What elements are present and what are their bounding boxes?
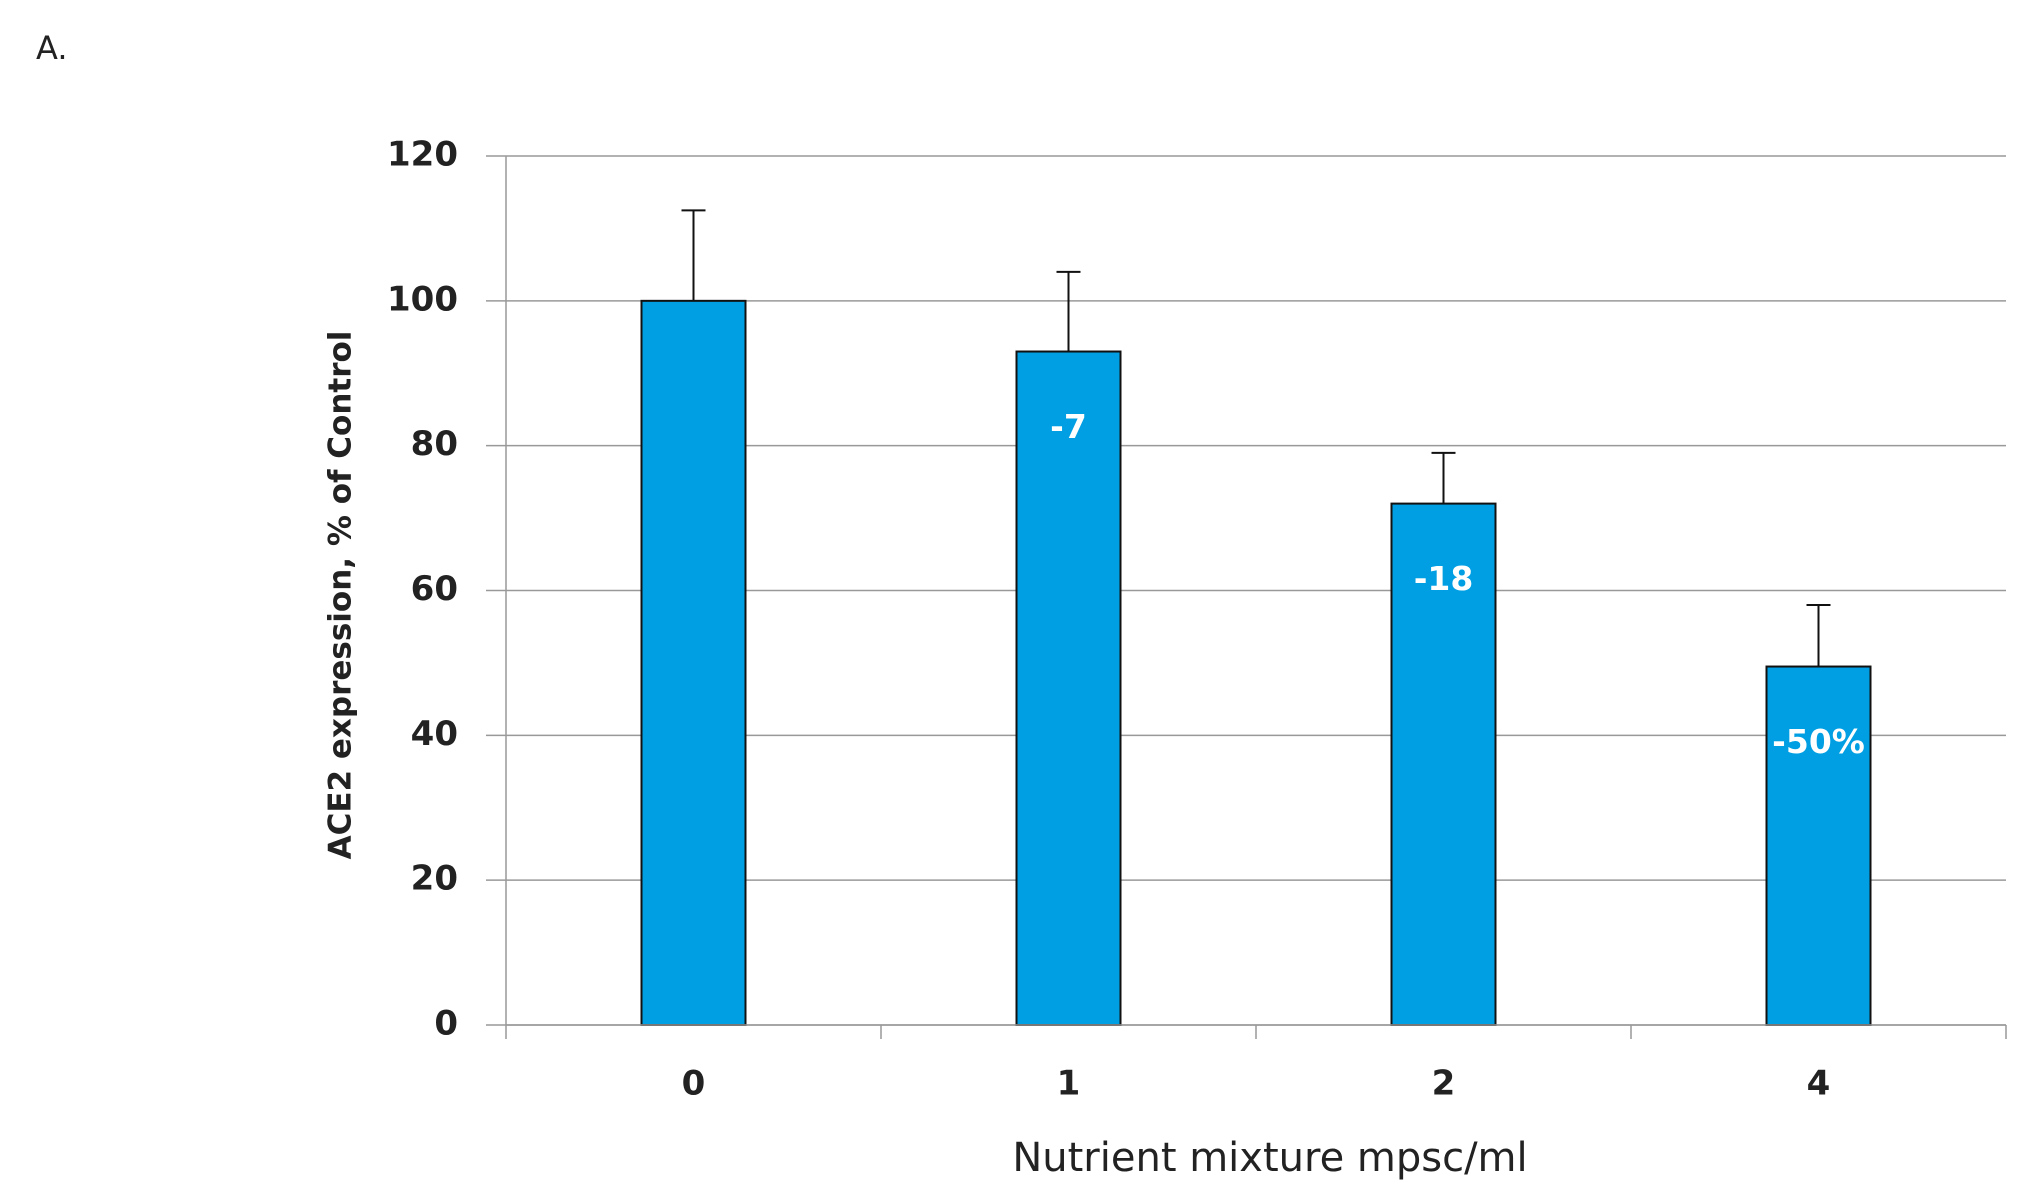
bar (640, 299, 747, 1027)
bar (1015, 350, 1122, 1026)
y-axis-label: ACE2 expression, % of Control (323, 331, 359, 860)
panel-label: A. (36, 29, 68, 67)
bar (1390, 502, 1497, 1027)
x-tick-label: 0 (682, 1064, 706, 1104)
y-tick-label: 60 (411, 569, 458, 609)
change-label: -50% (1772, 722, 1865, 761)
y-tick-label: 40 (411, 714, 458, 754)
y-tick-label: 20 (411, 859, 458, 899)
bar (1765, 665, 1872, 1026)
change-label: -7 (1050, 407, 1087, 446)
x-tick-label: 4 (1807, 1064, 1831, 1104)
y-tick-label: 0 (434, 1004, 458, 1044)
y-tick-label: 120 (387, 135, 458, 175)
x-tick-label: 2 (1432, 1064, 1456, 1104)
x-tick-label: 1 (1057, 1064, 1081, 1104)
x-axis-label: Nutrient mixture mpsc/ml (1012, 1135, 1527, 1181)
y-tick-label: 100 (387, 279, 458, 319)
change-label: -18 (1414, 559, 1474, 598)
y-tick-label: 80 (411, 424, 458, 464)
